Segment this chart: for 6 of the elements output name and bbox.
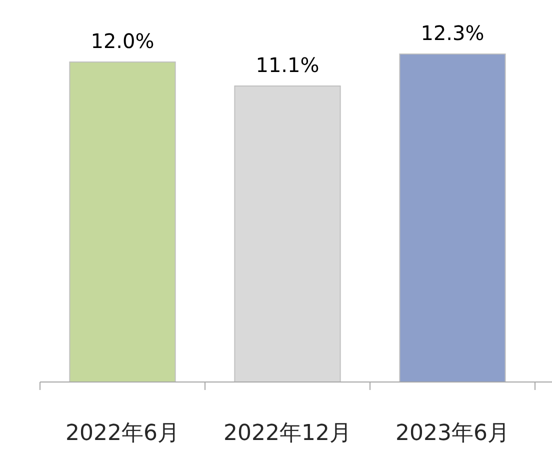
x-tick-label: 2023年6月 xyxy=(396,421,510,446)
data-label: 12.3% xyxy=(420,21,484,45)
data-label: 12.0% xyxy=(90,29,154,53)
x-tick-label: 2022年12月 xyxy=(224,421,352,446)
data-label: 11.1% xyxy=(256,53,320,77)
x-tick-label: 2022年6月 xyxy=(66,421,180,446)
